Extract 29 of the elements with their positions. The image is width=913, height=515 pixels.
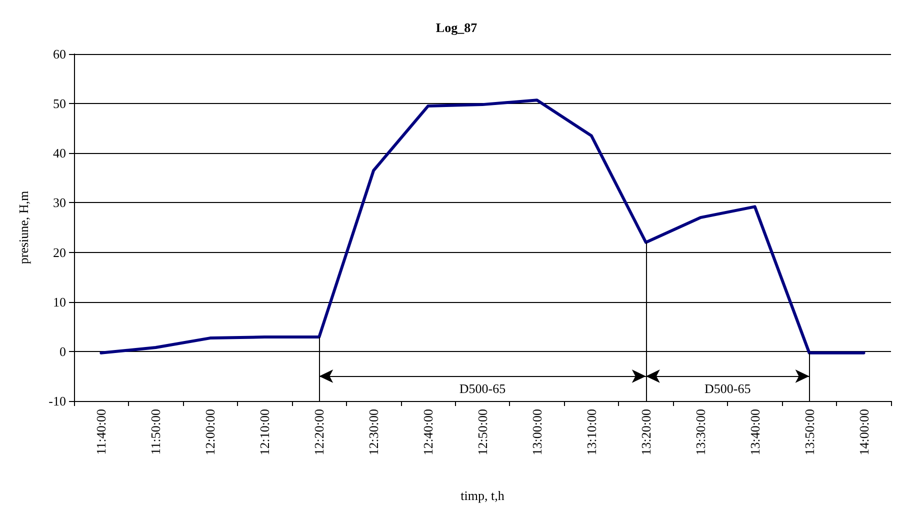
annotation: D500-65	[459, 381, 506, 396]
line-series	[100, 98, 866, 354]
y-tick-label: 50	[53, 96, 66, 112]
x-tick-label: 12:00:00	[202, 409, 218, 456]
y-tick-label: 40	[53, 146, 66, 161]
x-tick-label: 11:50:00	[148, 409, 164, 455]
y-tick-label: 0	[60, 344, 66, 359]
x-tick-label: 13:20:00	[638, 409, 654, 456]
x-tick-label: 13:40:00	[747, 409, 762, 456]
chart-title: Log_87	[436, 20, 478, 35]
x-tick-label: 12:20:00	[312, 409, 327, 456]
x-tick-label: 13:00:00	[529, 409, 544, 456]
x-tick-label: 12:30:00	[366, 409, 382, 456]
x-tick-label: 13:50:00	[802, 409, 817, 456]
x-tick-label: 12:50:00	[475, 409, 490, 456]
y-tick-label: -10	[48, 394, 66, 408]
y-tick-label: 60	[53, 46, 66, 62]
annotation: D500-65	[704, 381, 751, 396]
y-tick-label: 10	[53, 294, 66, 310]
x-tick-label: 13:30:00	[692, 409, 708, 456]
x-tick-label: 13:10:00	[584, 409, 599, 456]
x-axis-title: timp, t,h	[460, 488, 505, 503]
x-tick-label: 12:10:00	[257, 409, 272, 456]
x-tick-label: 14:00:00	[856, 409, 872, 456]
y-tick-label: 30	[53, 195, 66, 210]
x-tick-label: 12:40:00	[420, 409, 436, 456]
x-tick-label: 11:40:00	[94, 409, 109, 455]
y-tick-label: 20	[53, 244, 66, 260]
y-axis-title: presiune, H,m	[16, 190, 31, 264]
